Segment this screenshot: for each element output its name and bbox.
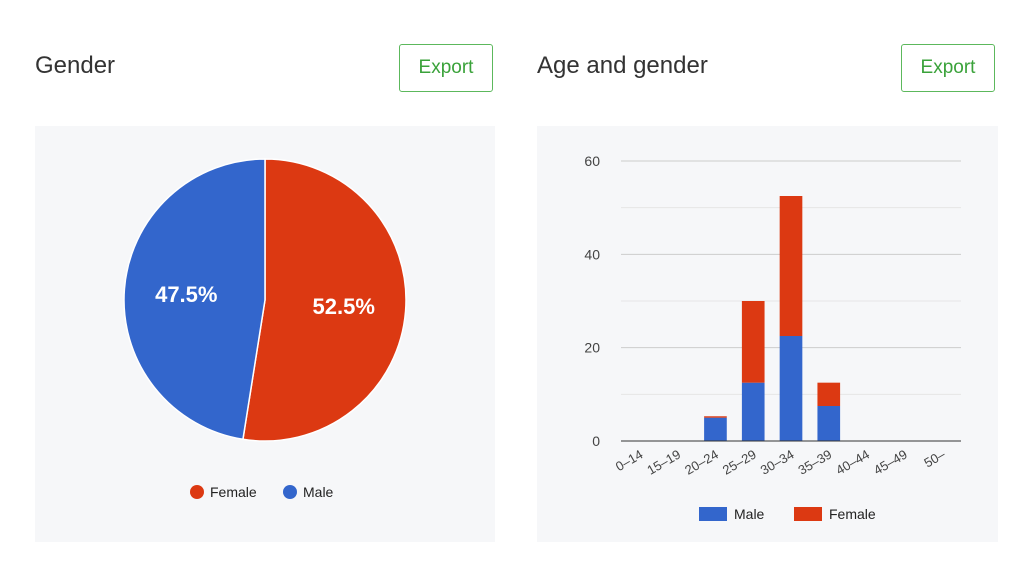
bar-female-30-34 [779, 196, 803, 336]
gender-panel-title: Gender [35, 52, 116, 79]
legend-swatch-male [699, 507, 727, 521]
legend-label-male: Male [734, 506, 765, 522]
legend-swatch-female [794, 507, 822, 521]
bar-female-35-39 [817, 382, 841, 406]
age-export-button[interactable]: Export [901, 44, 995, 92]
x-tick-label: 45–49 [871, 447, 910, 478]
x-tick-label: 25–29 [720, 447, 759, 478]
x-tick-label: 0–14 [613, 447, 646, 474]
bar-male-20-24 [704, 417, 727, 441]
y-tick-label: 20 [584, 340, 600, 356]
x-tick-label: 40–44 [833, 447, 872, 478]
pie-slice-female [242, 158, 407, 442]
pie-slice-male [123, 158, 266, 441]
x-tick-label: 30–34 [758, 447, 797, 478]
x-tick-label: 35–39 [795, 447, 834, 478]
gender-chart-card: 52.5% 47.5% Female Male [35, 126, 495, 542]
legend-label-female: Female [829, 506, 876, 522]
gender-pie-chart: 52.5% 47.5% Female Male [123, 158, 407, 500]
y-tick-label: 40 [584, 246, 600, 262]
age-chart-card: 0 20 40 60 0–14 15–19 20–24 25–29 30–34 35–39 40–4… [537, 126, 998, 542]
bar-male-30-34 [779, 336, 803, 441]
bar-male-25-29 [741, 382, 765, 441]
pie-slice-label-female: 52.5% [313, 294, 375, 319]
legend-label-male: Male [303, 484, 334, 500]
bar-male-35-39 [817, 406, 841, 441]
age-gender-bar-chart: 0 20 40 60 0–1415–1920–2425–2930–3435–3940–4… [584, 153, 961, 522]
age-panel-title: Age and gender [537, 52, 708, 79]
pie-slice-label-male: 47.5% [155, 282, 217, 307]
x-tick-label: 15–19 [644, 447, 683, 478]
x-tick-label: 20–24 [682, 447, 721, 478]
bar-female-25-29 [741, 301, 765, 383]
gender-export-button[interactable]: Export [399, 44, 493, 92]
y-tick-label: 60 [584, 153, 600, 169]
legend-marker-female [190, 485, 204, 499]
y-tick-label: 0 [592, 433, 600, 449]
bar-female-20-24 [704, 416, 727, 418]
legend-label-female: Female [210, 484, 257, 500]
x-tick-label: 50– [921, 446, 948, 470]
legend-marker-male [283, 485, 297, 499]
